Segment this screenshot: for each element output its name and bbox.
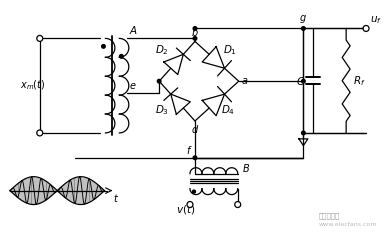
Text: www.elecfans.com: www.elecfans.com [318,223,377,227]
Circle shape [102,45,105,48]
Circle shape [301,79,305,83]
Circle shape [193,27,197,30]
Text: $D_2$: $D_2$ [155,44,169,57]
Circle shape [37,130,43,136]
Text: d: d [192,125,198,135]
Circle shape [120,55,123,58]
Text: $D_1$: $D_1$ [223,44,237,57]
Text: $f$: $f$ [186,144,193,156]
Text: $A$: $A$ [129,24,138,36]
Text: 电子发烧友: 电子发烧友 [318,213,339,219]
Text: $u_f$: $u_f$ [370,15,382,27]
Circle shape [187,202,193,208]
Circle shape [301,131,305,135]
Text: $e$: $e$ [129,81,137,91]
Text: $D_4$: $D_4$ [221,103,235,117]
Text: $D_3$: $D_3$ [155,103,169,117]
Text: $R_f$: $R_f$ [353,74,366,88]
Circle shape [192,190,196,193]
Circle shape [193,156,197,160]
Text: a: a [242,76,248,86]
Circle shape [235,202,241,208]
Text: $t$: $t$ [113,192,120,204]
Circle shape [37,35,43,41]
Text: $B$: $B$ [242,162,250,174]
Circle shape [363,25,369,31]
Text: $g$: $g$ [299,14,307,25]
Text: $v(t)$: $v(t)$ [176,202,196,216]
Circle shape [193,37,197,40]
Text: $x_m(t)$: $x_m(t)$ [20,78,45,92]
Circle shape [157,79,161,83]
Text: $C$: $C$ [296,75,305,87]
Circle shape [301,27,305,30]
Text: b: b [192,28,198,38]
